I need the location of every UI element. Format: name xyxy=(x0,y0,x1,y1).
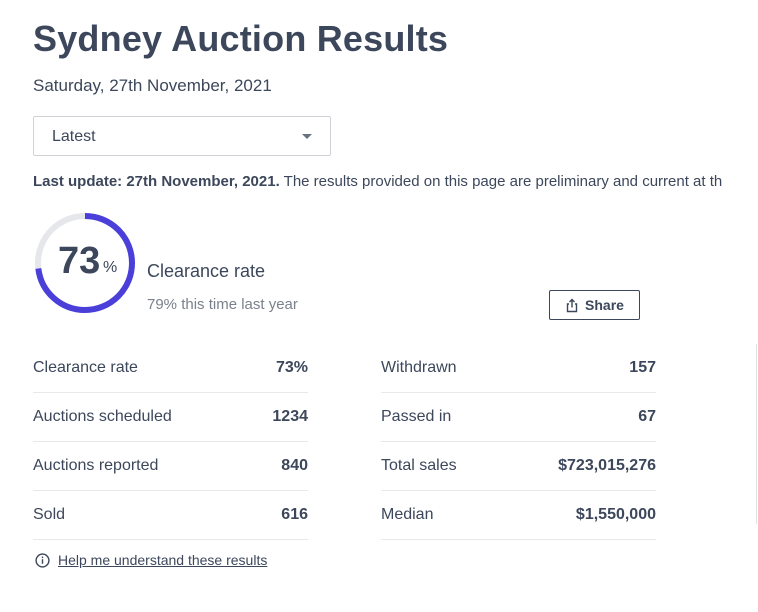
stat-value: $723,015,276 xyxy=(558,457,656,474)
last-year-comparison: 79% this time last year xyxy=(147,296,298,313)
results-period-select[interactable]: Latest xyxy=(33,116,331,156)
stat-value: 1234 xyxy=(272,408,308,425)
results-date: Saturday, 27th November, 2021 xyxy=(33,76,272,95)
stat-label: Auctions reported xyxy=(33,457,159,474)
clearance-rate-value: 73 xyxy=(58,240,101,282)
ring-progress xyxy=(35,213,135,313)
stat-label: Withdrawn xyxy=(381,359,457,376)
page-title: Sydney Auction Results xyxy=(33,18,449,59)
stat-row: Sold 616 xyxy=(33,491,308,540)
stat-label: Auctions scheduled xyxy=(33,408,172,425)
stats-table-left: Clearance rate 73% Auctions scheduled 12… xyxy=(33,344,308,540)
last-update-description: The results provided on this page are pr… xyxy=(279,173,723,190)
share-icon xyxy=(566,298,578,312)
clearance-rate-unit: % xyxy=(103,259,118,276)
stats-table-right: Withdrawn 157 Passed in 67 Total sales $… xyxy=(381,344,656,540)
stat-value: 616 xyxy=(281,506,308,523)
share-button[interactable]: Share xyxy=(549,290,640,320)
stat-value: 73% xyxy=(275,359,308,376)
share-label: Share xyxy=(585,297,624,313)
help-link-row[interactable]: Help me understand these results xyxy=(35,552,267,568)
stat-value: $1,550,000 xyxy=(575,506,656,523)
info-icon xyxy=(35,552,50,568)
stat-value: 840 xyxy=(281,457,308,474)
last-update-date: Last update: 27th November, 2021. xyxy=(33,173,280,190)
stat-label: Clearance rate xyxy=(33,359,138,376)
select-value: Latest xyxy=(52,128,96,145)
stat-row: Auctions scheduled 1234 xyxy=(33,393,308,442)
clearance-ring xyxy=(35,213,135,313)
stat-row: Withdrawn 157 xyxy=(381,344,656,393)
stat-label: Total sales xyxy=(381,457,457,474)
stat-value: 67 xyxy=(638,408,656,425)
stat-row: Auctions reported 840 xyxy=(33,442,308,491)
stat-label: Passed in xyxy=(381,408,452,425)
stat-row: Clearance rate 73% xyxy=(33,344,308,393)
stat-row: Median $1,550,000 xyxy=(381,491,656,540)
clearance-rate-label: Clearance rate xyxy=(147,261,266,281)
divider xyxy=(756,344,757,524)
help-link[interactable]: Help me understand these results xyxy=(58,552,268,568)
chevron-down-icon xyxy=(302,134,312,139)
stat-label: Median xyxy=(381,506,434,523)
stat-value: 157 xyxy=(629,359,656,376)
last-update-text: Last update: 27th November, 2021. The re… xyxy=(33,173,758,190)
stat-row: Total sales $723,015,276 xyxy=(381,442,656,491)
stat-label: Sold xyxy=(33,506,66,523)
stat-row: Passed in 67 xyxy=(381,393,656,442)
